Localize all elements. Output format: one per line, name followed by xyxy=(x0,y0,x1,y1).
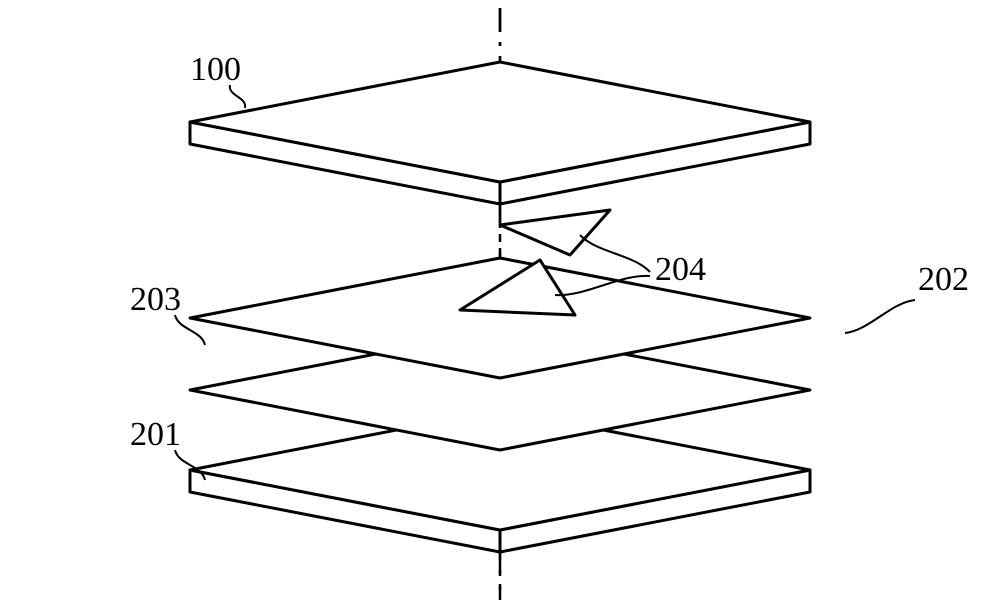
label-100: 100 xyxy=(190,51,241,88)
arrow-top xyxy=(500,210,610,255)
label-204: 204 xyxy=(655,251,706,288)
label-201: 201 xyxy=(130,416,181,453)
label-202: 202 xyxy=(918,261,969,298)
layer-100 xyxy=(190,62,810,204)
label-203: 203 xyxy=(130,281,181,318)
layer-203 xyxy=(190,258,810,378)
leader-204-0 xyxy=(580,235,650,272)
leader-202 xyxy=(845,300,915,333)
leader-100 xyxy=(230,85,245,108)
